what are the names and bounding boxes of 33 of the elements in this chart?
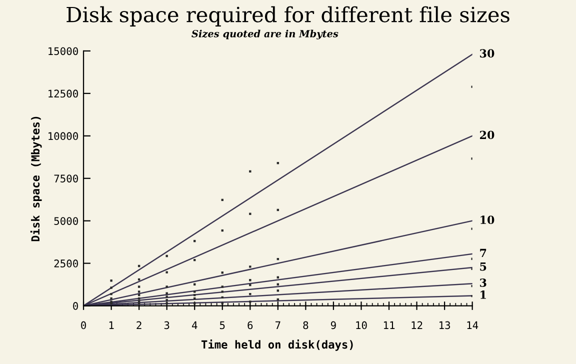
series-label: 10	[480, 216, 494, 224]
y-tick-label: 5000	[54, 217, 78, 225]
series-label: 1	[480, 290, 486, 299]
series-label: 30	[480, 49, 494, 58]
x-tick-label: 7	[275, 321, 280, 330]
x-tick-label: 0	[81, 321, 86, 330]
y-tick-label: 15000	[48, 47, 78, 56]
chart-subtitle: Sizes quoted are in Mbytes	[192, 30, 338, 40]
y-tick-label: 12500	[48, 90, 78, 98]
x-tick-label: 6	[248, 321, 253, 330]
y-axis-title: Disk space (Mbytes)	[30, 116, 42, 242]
series-label: 20	[480, 130, 494, 140]
x-tick-label: 5	[220, 321, 225, 330]
x-tick-label: 1	[109, 321, 114, 330]
y-tick-label: 10000	[48, 132, 78, 140]
x-tick-label: 11	[384, 321, 395, 330]
x-tick-label: 8	[303, 321, 308, 330]
y-tick-label: 2500	[54, 260, 78, 268]
x-tick-label: 3	[164, 321, 170, 330]
x-tick-label: 2	[136, 321, 142, 330]
series-label: 7	[480, 248, 486, 258]
x-tick-label: 12	[412, 321, 422, 330]
series-label: 3	[480, 278, 486, 287]
x-tick-label: 14	[467, 321, 478, 330]
series-label: 5	[480, 262, 486, 271]
chart-title: Disk space required for different file sizes	[66, 6, 510, 26]
y-tick-label: 0	[73, 302, 78, 310]
x-tick-label: 10	[356, 321, 367, 330]
x-axis-title: Time held on disk(days)	[201, 339, 353, 351]
x-tick-label: 9	[330, 321, 336, 330]
x-tick-label: 4	[192, 321, 198, 330]
y-tick-label: 7500	[54, 174, 78, 182]
x-tick-label: 13	[440, 321, 450, 330]
